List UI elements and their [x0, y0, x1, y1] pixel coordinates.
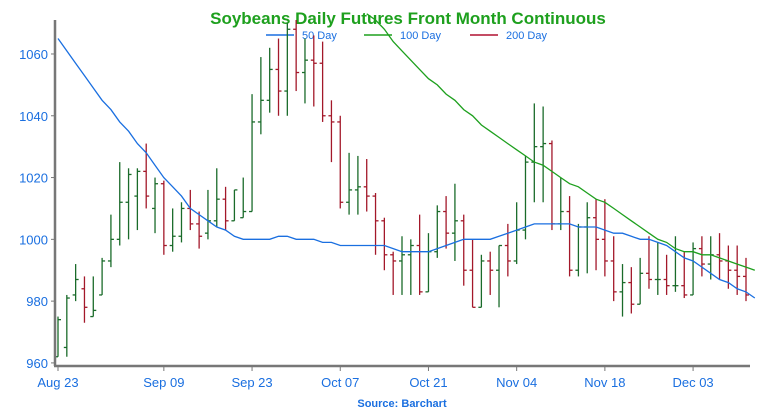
- ohlc-bar: [99, 257, 106, 296]
- ohlc-bar: [240, 177, 247, 219]
- ohlc-bar: [266, 47, 273, 113]
- ohlc-bar: [399, 236, 405, 295]
- y-tick-label: 1040: [19, 109, 48, 124]
- x-tick-label: Sep 09: [143, 375, 184, 390]
- y-tick-label: 1020: [19, 171, 48, 186]
- x-axis-ticks: Aug 23 Sep 09 Sep 23 Oct 07 Oct 21 Nov 04 Nov …: [37, 366, 714, 390]
- ohlc-bar: [257, 57, 264, 135]
- x-tick-label: Oct 21: [409, 375, 447, 390]
- y-tick-label: 980: [26, 294, 48, 309]
- ohlc-bar: [443, 196, 450, 249]
- ma-50-day-line: [57, 38, 756, 299]
- ohlc-bar: [213, 168, 220, 227]
- ohlc-bar: [372, 193, 379, 255]
- ohlc-bar: [390, 251, 397, 295]
- y-axis-ticks: 960 980 1000 1020 1040 1060: [19, 47, 55, 371]
- ohlc-bar: [690, 242, 697, 296]
- ohlc-bar: [425, 233, 432, 293]
- legend: 50 Day 100 Day 200 Day: [266, 30, 547, 42]
- ohlc-bar: [496, 244, 503, 308]
- ohlc-bar: [319, 41, 326, 122]
- ohlc-bar: [531, 103, 538, 203]
- ohlc-bar: [310, 35, 317, 107]
- ohlc-bar: [107, 214, 114, 268]
- ohlc-bar: [152, 177, 159, 234]
- ohlc-bar: [160, 180, 167, 255]
- source-note: Source: Barchart: [357, 398, 447, 410]
- legend-200-day-label: 200 Day: [506, 30, 547, 42]
- ohlc-bar: [619, 264, 626, 317]
- x-tick-label: Dec 03: [672, 375, 713, 390]
- ohlc-bar: [610, 236, 617, 302]
- ohlc-bar: [593, 199, 600, 271]
- ohlc-bar: [293, 20, 300, 92]
- ohlc-bar: [478, 254, 485, 308]
- ohlc-bar: [681, 251, 688, 299]
- ohlc-bar: [637, 257, 644, 305]
- ohlc-bar: [231, 189, 238, 222]
- ohlc-bar: [301, 38, 308, 104]
- ma-100-day-line: [366, 13, 756, 271]
- ohlc-bar: [451, 183, 458, 261]
- ohlc-bar: [716, 233, 723, 280]
- ohlc-bar: [90, 276, 97, 318]
- y-tick-label: 1000: [19, 232, 48, 247]
- ohlc-bar: [72, 264, 79, 302]
- ohlc-bar: [363, 159, 370, 212]
- x-tick-label: Aug 23: [37, 375, 78, 390]
- ohlc-bar: [743, 257, 749, 302]
- ohlc-bar: [460, 214, 467, 286]
- ohlc-bar: [381, 217, 388, 271]
- ohlc-bar: [328, 100, 335, 163]
- ohlc-bar: [469, 239, 476, 308]
- ohlc-bars: [55, 20, 749, 358]
- ohlc-bar: [204, 189, 211, 240]
- ohlc-bar: [734, 245, 741, 295]
- ohlc-bar: [487, 251, 494, 295]
- ohlc-bar: [645, 236, 652, 289]
- y-tick-label: 960: [26, 356, 48, 371]
- ohlc-bar: [337, 115, 344, 209]
- ohlc-bar: [196, 211, 203, 249]
- x-tick-label: Nov 18: [584, 375, 625, 390]
- ohlc-bar: [178, 202, 185, 243]
- ohlc-bar: [284, 23, 291, 116]
- ohlc-bar: [169, 208, 176, 252]
- ohlc-bar: [663, 254, 670, 295]
- ohlc-bar: [134, 168, 141, 231]
- ohlc-bar: [346, 152, 353, 215]
- ohlc-bar: [416, 214, 423, 295]
- ohlc-bar: [698, 236, 705, 277]
- x-tick-label: Oct 07: [321, 375, 359, 390]
- ohlc-bar: [575, 223, 582, 277]
- ohlc-bar: [63, 294, 70, 357]
- ohlc-bar: [81, 276, 88, 323]
- x-tick-label: Sep 23: [231, 375, 272, 390]
- ohlc-bar: [116, 162, 123, 246]
- ohlc-bar: [566, 196, 573, 277]
- ohlc-bar: [407, 239, 414, 295]
- ohlc-bar: [628, 267, 635, 314]
- ohlc-bar: [584, 202, 591, 274]
- ohlc-bar: [522, 155, 529, 240]
- ohlc-bar: [513, 202, 520, 265]
- ohlc-bar: [249, 94, 256, 213]
- ohlc-bar: [672, 236, 679, 292]
- ohlc-bar: [557, 177, 564, 231]
- ohlc-bar: [654, 242, 661, 295]
- ohlc-bar: [548, 140, 555, 231]
- legend-50-day-label: 50 Day: [302, 30, 337, 42]
- ohlc-bar: [143, 143, 150, 209]
- ohlc-bar: [540, 106, 547, 203]
- x-tick-label: Nov 04: [496, 375, 537, 390]
- ohlc-bar: [125, 168, 132, 240]
- ohlc-bar: [275, 38, 282, 116]
- ohlc-bar: [222, 186, 229, 231]
- ohlc-bar: [601, 199, 608, 277]
- chart-title: Soybeans Daily Futures Front Month Conti…: [210, 9, 606, 28]
- ohlc-bar: [354, 155, 361, 215]
- legend-100-day-label: 100 Day: [400, 30, 441, 42]
- y-tick-label: 1060: [19, 47, 48, 62]
